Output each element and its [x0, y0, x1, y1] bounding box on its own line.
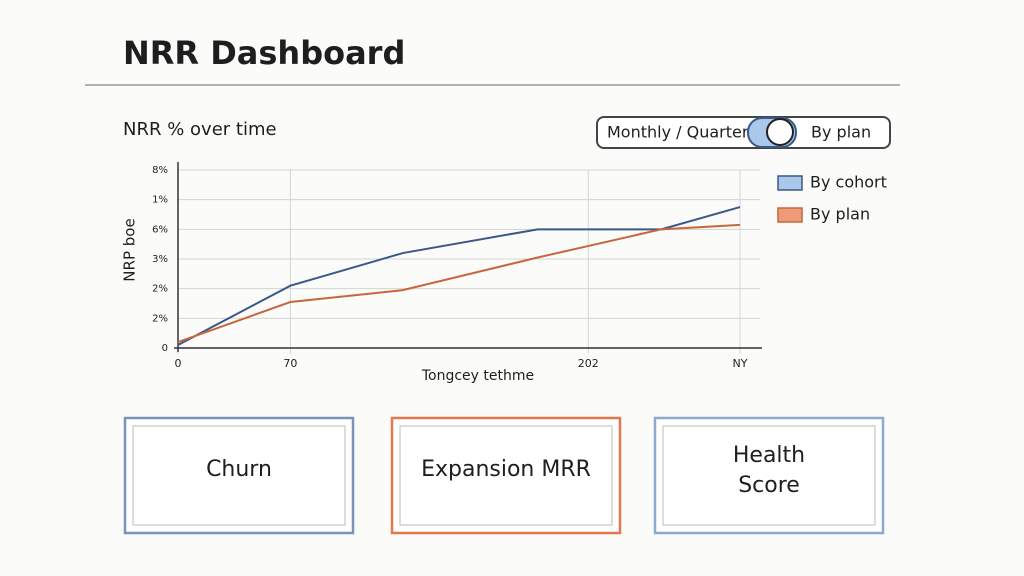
x-axis-label: Tongcey tethme — [421, 368, 534, 384]
legend-label: By plan — [810, 205, 870, 224]
toggle-label[interactable]: Monthly / Quarterly — [607, 123, 762, 142]
page-title: NRR Dashboard — [123, 34, 405, 72]
series-line — [177, 223, 741, 344]
legend-swatch — [777, 175, 803, 191]
metric-card[interactable] — [123, 416, 355, 535]
y-tick-label: 6% — [152, 224, 168, 235]
toggle-frame[interactable] — [596, 116, 891, 149]
y-tick-label: 8% — [152, 165, 168, 176]
y-tick-label: 2% — [152, 313, 168, 324]
metric-card-inner — [132, 425, 346, 526]
metric-card-label[interactable]: Churn — [206, 457, 272, 482]
x-tick-label: 0 — [175, 357, 182, 370]
y-axis-label: NRP boe — [121, 218, 139, 281]
y-tick-label: 2% — [152, 284, 168, 295]
y-tick-label: 0 — [162, 343, 168, 354]
toggle-option[interactable]: By plan — [811, 123, 871, 142]
metric-card[interactable] — [390, 416, 622, 535]
series-line — [177, 206, 741, 346]
legend-label: By cohort — [810, 173, 887, 192]
y-tick-label: 1% — [152, 195, 168, 206]
x-tick-label: NY — [733, 357, 748, 370]
metric-card-inner — [662, 425, 876, 526]
toggle-knob[interactable] — [766, 118, 794, 146]
y-tick-label: 3% — [152, 254, 168, 265]
x-tick-label: 70 — [283, 357, 297, 370]
view-toggle[interactable]: Monthly / Quarterly By plan — [596, 116, 891, 149]
metric-card-inner — [399, 425, 613, 526]
metric-card-label[interactable]: Health Score — [733, 443, 805, 498]
x-tick-label: 202 — [578, 357, 599, 370]
metric-card-label[interactable]: Expansion MRR — [421, 457, 591, 482]
legend-swatch — [777, 207, 803, 223]
chart-title: NRR % over time — [123, 119, 277, 140]
metric-card[interactable] — [653, 416, 885, 535]
